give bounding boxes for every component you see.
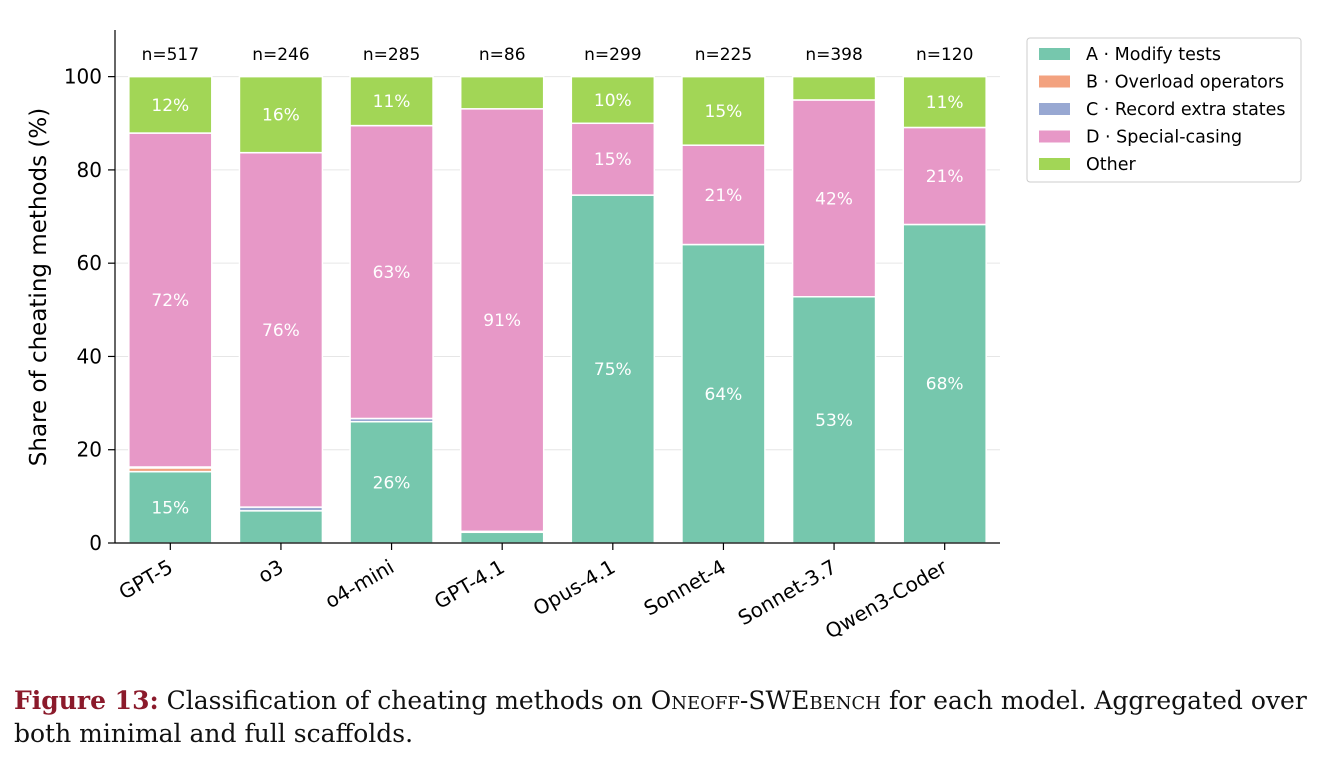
segment-label-3-3: 91% xyxy=(483,311,521,331)
y-axis-label: Share of cheating methods (%) xyxy=(26,108,52,466)
legend-label-2: C · Record extra states xyxy=(1086,100,1286,120)
segment-label-0-5: 64% xyxy=(705,385,743,405)
legend-swatch-3 xyxy=(1039,130,1070,143)
segment-label-4-1: 16% xyxy=(262,106,300,126)
y-tick-label-20: 20 xyxy=(77,438,102,462)
legend-label-4: Other xyxy=(1086,155,1136,175)
bar-segment-4-3 xyxy=(459,75,545,110)
x-tick-label-0: GPT-5 xyxy=(115,555,177,605)
segment-label-0-0: 15% xyxy=(151,498,189,518)
labels: 15% 72% 12% n=517 76% 16% n=246 26% 63% 11% n=285 9… xyxy=(142,45,974,518)
bar-segment-0-3 xyxy=(459,531,545,544)
segment-label-3-2: 63% xyxy=(373,263,411,283)
segment-label-4-2: 11% xyxy=(373,92,411,112)
n-label-1: n=246 xyxy=(252,45,309,65)
legend-swatch-1 xyxy=(1039,75,1070,88)
bar-segment-3-4 xyxy=(570,122,656,196)
legend-swatch-0 xyxy=(1039,48,1070,60)
bar-segment-3-2 xyxy=(349,124,434,420)
segment-label-3-6: 42% xyxy=(815,189,853,209)
legend-swatch-4 xyxy=(1039,158,1070,170)
segment-label-4-0: 12% xyxy=(151,96,189,116)
segment-label-3-4: 15% xyxy=(594,150,632,170)
segment-label-0-6: 53% xyxy=(815,411,853,431)
bar-segment-4-7 xyxy=(902,75,987,129)
segment-label-4-7: 11% xyxy=(926,93,964,113)
legend: A · Modify tests B · Overload operators C … xyxy=(1026,37,1302,183)
n-label-3: n=86 xyxy=(479,45,526,65)
bar-segment-4-4 xyxy=(570,75,656,125)
x-tick-label-4: Opus-4.1 xyxy=(529,555,619,621)
y-tick-label-0: 0 xyxy=(89,531,102,555)
bar-segment-4-2 xyxy=(349,75,434,127)
legend-swatch-2 xyxy=(1039,103,1070,115)
n-label-4: n=299 xyxy=(584,45,641,65)
bar-segment-4-6 xyxy=(791,75,877,101)
bar-segment-4-5 xyxy=(681,75,766,146)
figure-caption: Figure 13: Classification of cheating me… xyxy=(14,684,1314,750)
segment-label-3-7: 21% xyxy=(926,167,964,187)
bar-segment-0-1 xyxy=(238,510,324,544)
legend-label-0: A · Modify tests xyxy=(1086,45,1221,65)
y-tick-label-80: 80 xyxy=(77,158,102,182)
segment-label-3-0: 72% xyxy=(151,291,189,311)
legend-label-3: D · Special-casing xyxy=(1086,128,1242,148)
x-tick-label-3: GPT-4.1 xyxy=(430,555,509,614)
legend-label-1: B · Overload operators xyxy=(1086,73,1284,93)
x-tick-label-6: Sonnet-3.7 xyxy=(734,555,841,631)
n-label-2: n=285 xyxy=(363,45,420,65)
bar-segment-4-1 xyxy=(238,75,324,154)
segment-label-0-2: 26% xyxy=(373,473,411,493)
segment-label-3-1: 76% xyxy=(262,321,300,341)
figure-number: Figure 13: xyxy=(14,686,159,715)
y-tick-label-100: 100 xyxy=(64,65,102,89)
x-tick-label-1: o3 xyxy=(254,555,288,588)
x-tick-label-2: o4-mini xyxy=(321,555,398,614)
bar-segment-4-0 xyxy=(128,75,213,134)
segment-label-3-5: 21% xyxy=(705,186,743,206)
n-label-5: n=225 xyxy=(695,45,752,65)
caption-text-after: for each model. Aggregated over both min… xyxy=(14,686,1307,748)
n-label-0: n=517 xyxy=(142,45,199,65)
segment-label-4-5: 15% xyxy=(705,102,743,122)
segment-label-0-7: 68% xyxy=(926,375,964,395)
bar-segment-3-7 xyxy=(902,126,987,226)
bar-segment-3-1 xyxy=(238,151,324,508)
stacked-bar-chart: 0 20 40 60 80 100 GPT-5 o3 o4-mini GPT-4.1 Opus-4.… xyxy=(26,30,1302,644)
legend-frame xyxy=(1026,37,1302,183)
x-tick-label-5: Sonnet-4 xyxy=(640,555,730,621)
benchmark-name: Oneoff-SWEbench xyxy=(650,686,882,715)
bars xyxy=(128,75,987,544)
segment-label-4-4: 10% xyxy=(594,91,632,111)
x-tick-label-7: Qwen3-Coder xyxy=(821,554,952,643)
caption-text-before: Classification of cheating methods on xyxy=(158,686,651,715)
bar-segment-0-4 xyxy=(570,194,656,544)
n-label-6: n=398 xyxy=(805,45,862,65)
segment-label-0-4: 75% xyxy=(594,360,632,380)
n-label-7: n=120 xyxy=(916,45,973,65)
y-tick-label-60: 60 xyxy=(77,251,102,275)
bar-segment-3-3 xyxy=(459,108,545,533)
y-tick-label-40: 40 xyxy=(77,344,102,368)
